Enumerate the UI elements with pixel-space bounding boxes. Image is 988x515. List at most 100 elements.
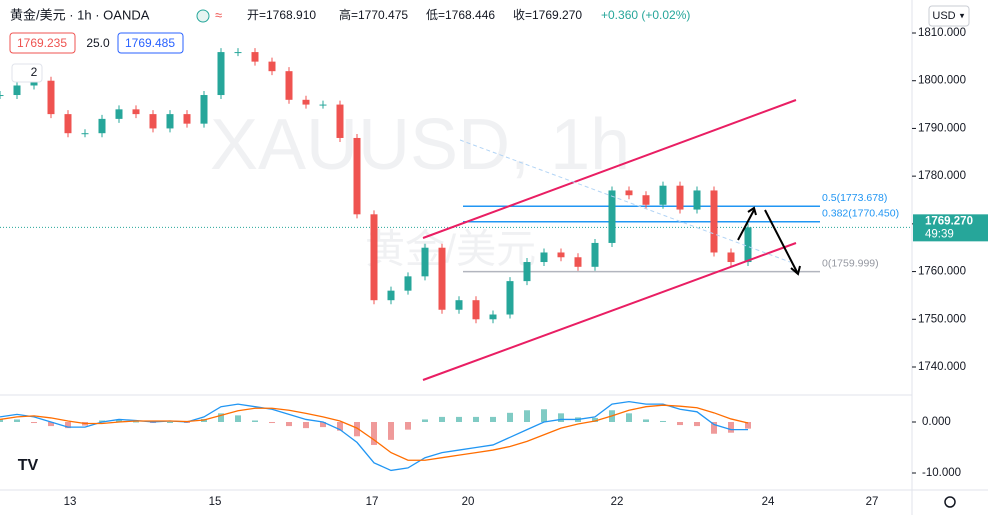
ohlc-value: +0.360 (+0.02%) [601,8,690,22]
candle-body [744,227,752,263]
arrow-down [764,209,801,276]
macd-hist [405,422,411,430]
currency-button[interactable] [928,5,970,27]
ohlc-value: 收=1769.270 [513,8,582,22]
macd-hist [524,410,530,422]
macd-line [0,400,748,472]
y-tick-label: 1750.000 [918,313,966,325]
candle-body [302,99,310,105]
y-tick-label: 1800.000 [918,75,966,87]
candle-body [387,290,395,301]
candle-body [132,109,140,115]
candle-body [642,195,650,205]
candle-body [149,114,157,129]
settings[interactable] [944,496,956,508]
macd-hist [592,417,598,422]
candle-body [472,300,480,320]
macd-hist [218,413,224,422]
candle-body [557,252,565,258]
bid: 1769.235 [17,36,67,50]
x-tick-label: 13 [64,496,77,508]
macd-tick-label: -10.000 [922,467,961,479]
x-tick-label: 27 [866,496,879,508]
candle-body [506,281,514,315]
y-tick-label: 1740.000 [918,361,966,373]
ohlc-value: 低=1768.446 [426,8,495,22]
candle-body [421,247,429,277]
candle-body [727,252,735,263]
macd-hist [626,413,632,422]
macd-hist [167,422,173,423]
candle-body [217,52,225,96]
macd-hist [65,422,71,429]
status-dot[interactable] [196,9,210,23]
arrow-up [737,206,757,241]
macd-hist [320,422,326,428]
candle-body [64,114,72,134]
plot [0,48,912,472]
macd-tick-label: 0.000 [922,416,951,428]
candle-body [591,242,599,267]
x-tick-label: 22 [611,496,624,508]
y-tick-label: 1780.000 [918,170,966,182]
macd-hist [337,422,343,431]
watermark: XAUUSD, 1h [210,105,630,185]
candle-body [251,52,259,62]
macd-hist [473,416,479,422]
macd-hist [286,422,292,427]
macd-hist [388,422,394,440]
candle-body [370,214,378,301]
fib-label: 0.382(1770.450) [822,207,899,219]
macd-hist [303,422,309,429]
candle-body [693,190,701,210]
candle-body [13,85,21,96]
candle-body [489,314,497,320]
macd-hist [133,421,139,423]
macd-hist [558,413,564,422]
candle-body [353,137,361,215]
candle-body [47,80,55,115]
caret: ▾ [960,10,965,20]
macd-hist [643,419,649,422]
last-price: 1769.270 [925,215,973,227]
macd-hist [48,422,54,427]
macd-hist [0,419,3,422]
y-tick-label: 1760.000 [918,266,966,278]
macd-hist [728,422,734,433]
fib-trend [459,139,791,263]
x-tick-label: 17 [366,496,379,508]
bid-box[interactable] [9,32,76,54]
ask: 1769.485 [125,36,175,50]
candle-body [574,257,582,267]
candle-body [455,300,463,310]
y-tick-label: 1790.000 [918,122,966,134]
candle-body [81,133,89,135]
candle-body [676,185,684,210]
ask-box[interactable] [117,32,184,54]
macd-hist [711,422,717,434]
macd-hist [439,416,445,422]
y-tick-label: 1810.000 [918,27,966,39]
icon[interactable]: ≈ [215,7,222,22]
candle-body [336,104,344,138]
macd-hist [31,422,37,424]
candle-body [438,247,446,310]
macd-hist [269,422,275,424]
indicator-toggle[interactable] [11,63,43,83]
symbol: 黄金/美元 · 1h · OANDA [10,7,150,22]
candle-body [285,71,293,100]
candle-body [659,185,667,205]
candle-body [710,190,718,253]
macd-hist [354,422,360,437]
candle-body [523,262,531,282]
candle-body [166,114,174,129]
macd-hist [14,419,20,422]
macd-hist [252,420,258,422]
macd-hist [541,409,547,422]
macd-hist [507,412,513,422]
logo[interactable]: TV [18,457,39,474]
candle-body [540,252,548,263]
